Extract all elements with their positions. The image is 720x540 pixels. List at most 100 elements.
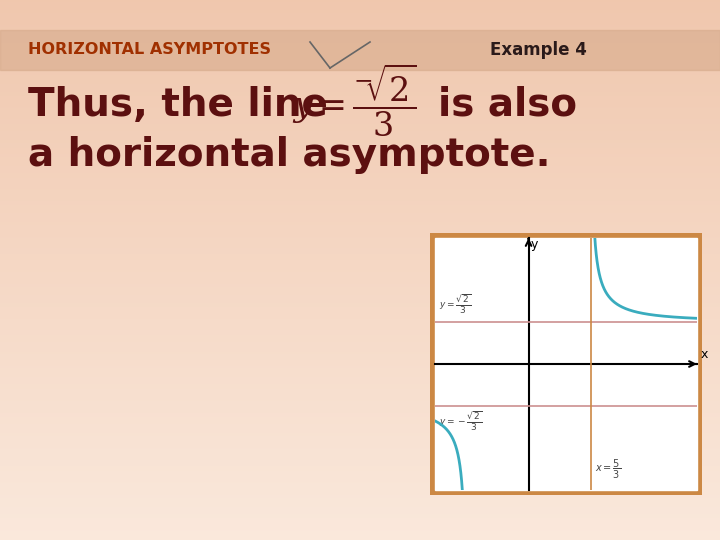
Bar: [0, 395, 720, 396]
Bar: [0, 263, 720, 264]
Bar: [0, 229, 720, 230]
Bar: [0, 515, 720, 516]
Bar: [0, 193, 720, 194]
Bar: [0, 327, 720, 328]
Bar: [0, 61, 720, 62]
Bar: [0, 190, 720, 191]
Bar: [0, 178, 720, 179]
Bar: [0, 233, 720, 234]
Bar: [0, 183, 720, 184]
Bar: [0, 462, 720, 463]
Bar: [0, 301, 720, 302]
Bar: [0, 156, 720, 157]
Text: $y = -\dfrac{\sqrt{2}}{3}$: $y = -\dfrac{\sqrt{2}}{3}$: [438, 410, 482, 434]
Bar: [0, 194, 720, 195]
Bar: [0, 506, 720, 507]
Bar: [0, 48, 720, 49]
Bar: [0, 419, 720, 420]
Bar: [0, 247, 720, 248]
Bar: [0, 371, 720, 372]
Bar: [0, 329, 720, 330]
Bar: [0, 55, 720, 56]
Bar: [0, 284, 720, 285]
Bar: [0, 242, 720, 243]
Bar: [0, 50, 720, 51]
Bar: [0, 334, 720, 335]
Bar: [0, 54, 720, 55]
Bar: [0, 192, 720, 193]
Bar: [0, 25, 720, 26]
Bar: [0, 416, 720, 417]
Bar: [0, 66, 720, 67]
Bar: [0, 94, 720, 95]
Bar: [0, 382, 720, 383]
Bar: [0, 491, 720, 492]
Bar: [0, 463, 720, 464]
Bar: [0, 132, 720, 133]
Bar: [0, 321, 720, 322]
Bar: [0, 271, 720, 272]
Bar: [0, 191, 720, 192]
Bar: [0, 273, 720, 274]
Bar: [0, 37, 720, 38]
Bar: [0, 424, 720, 425]
Bar: [0, 121, 720, 122]
Bar: [0, 398, 720, 399]
Bar: [0, 214, 720, 215]
Bar: [0, 188, 720, 189]
Bar: [0, 186, 720, 187]
Bar: [0, 487, 720, 488]
Bar: [0, 236, 720, 237]
Bar: [0, 408, 720, 409]
Bar: [0, 474, 720, 475]
Bar: [0, 47, 720, 48]
Bar: [0, 255, 720, 256]
Bar: [0, 417, 720, 418]
Bar: [0, 81, 720, 82]
Bar: [0, 426, 720, 427]
Bar: [0, 21, 720, 22]
Bar: [0, 328, 720, 329]
Bar: [0, 351, 720, 352]
Bar: [0, 166, 720, 167]
Bar: [0, 432, 720, 433]
Bar: [0, 422, 720, 423]
Bar: [0, 195, 720, 196]
Bar: [0, 77, 720, 78]
Bar: [0, 270, 720, 271]
Bar: [0, 368, 720, 369]
Bar: [0, 269, 720, 270]
Bar: [0, 488, 720, 489]
Bar: [0, 172, 720, 173]
Bar: [0, 373, 720, 374]
Bar: [0, 537, 720, 538]
Bar: [0, 265, 720, 266]
Bar: [0, 306, 720, 307]
Bar: [0, 226, 720, 227]
Bar: [0, 15, 720, 16]
Bar: [0, 493, 720, 494]
Bar: [0, 155, 720, 156]
Bar: [0, 130, 720, 131]
Bar: [0, 260, 720, 261]
Bar: [0, 83, 720, 84]
Bar: [0, 510, 720, 511]
Bar: [0, 158, 720, 159]
Bar: [0, 111, 720, 112]
Bar: [0, 442, 720, 443]
Bar: [0, 163, 720, 164]
Bar: [0, 536, 720, 537]
Bar: [0, 414, 720, 415]
Bar: [0, 56, 720, 57]
Bar: [0, 159, 720, 160]
Bar: [0, 385, 720, 386]
Bar: [0, 181, 720, 182]
Bar: [0, 165, 720, 166]
Bar: [0, 38, 720, 39]
Bar: [0, 492, 720, 493]
Bar: [0, 438, 720, 439]
Bar: [0, 475, 720, 476]
Bar: [0, 376, 720, 377]
Bar: [0, 534, 720, 535]
Bar: [0, 171, 720, 172]
